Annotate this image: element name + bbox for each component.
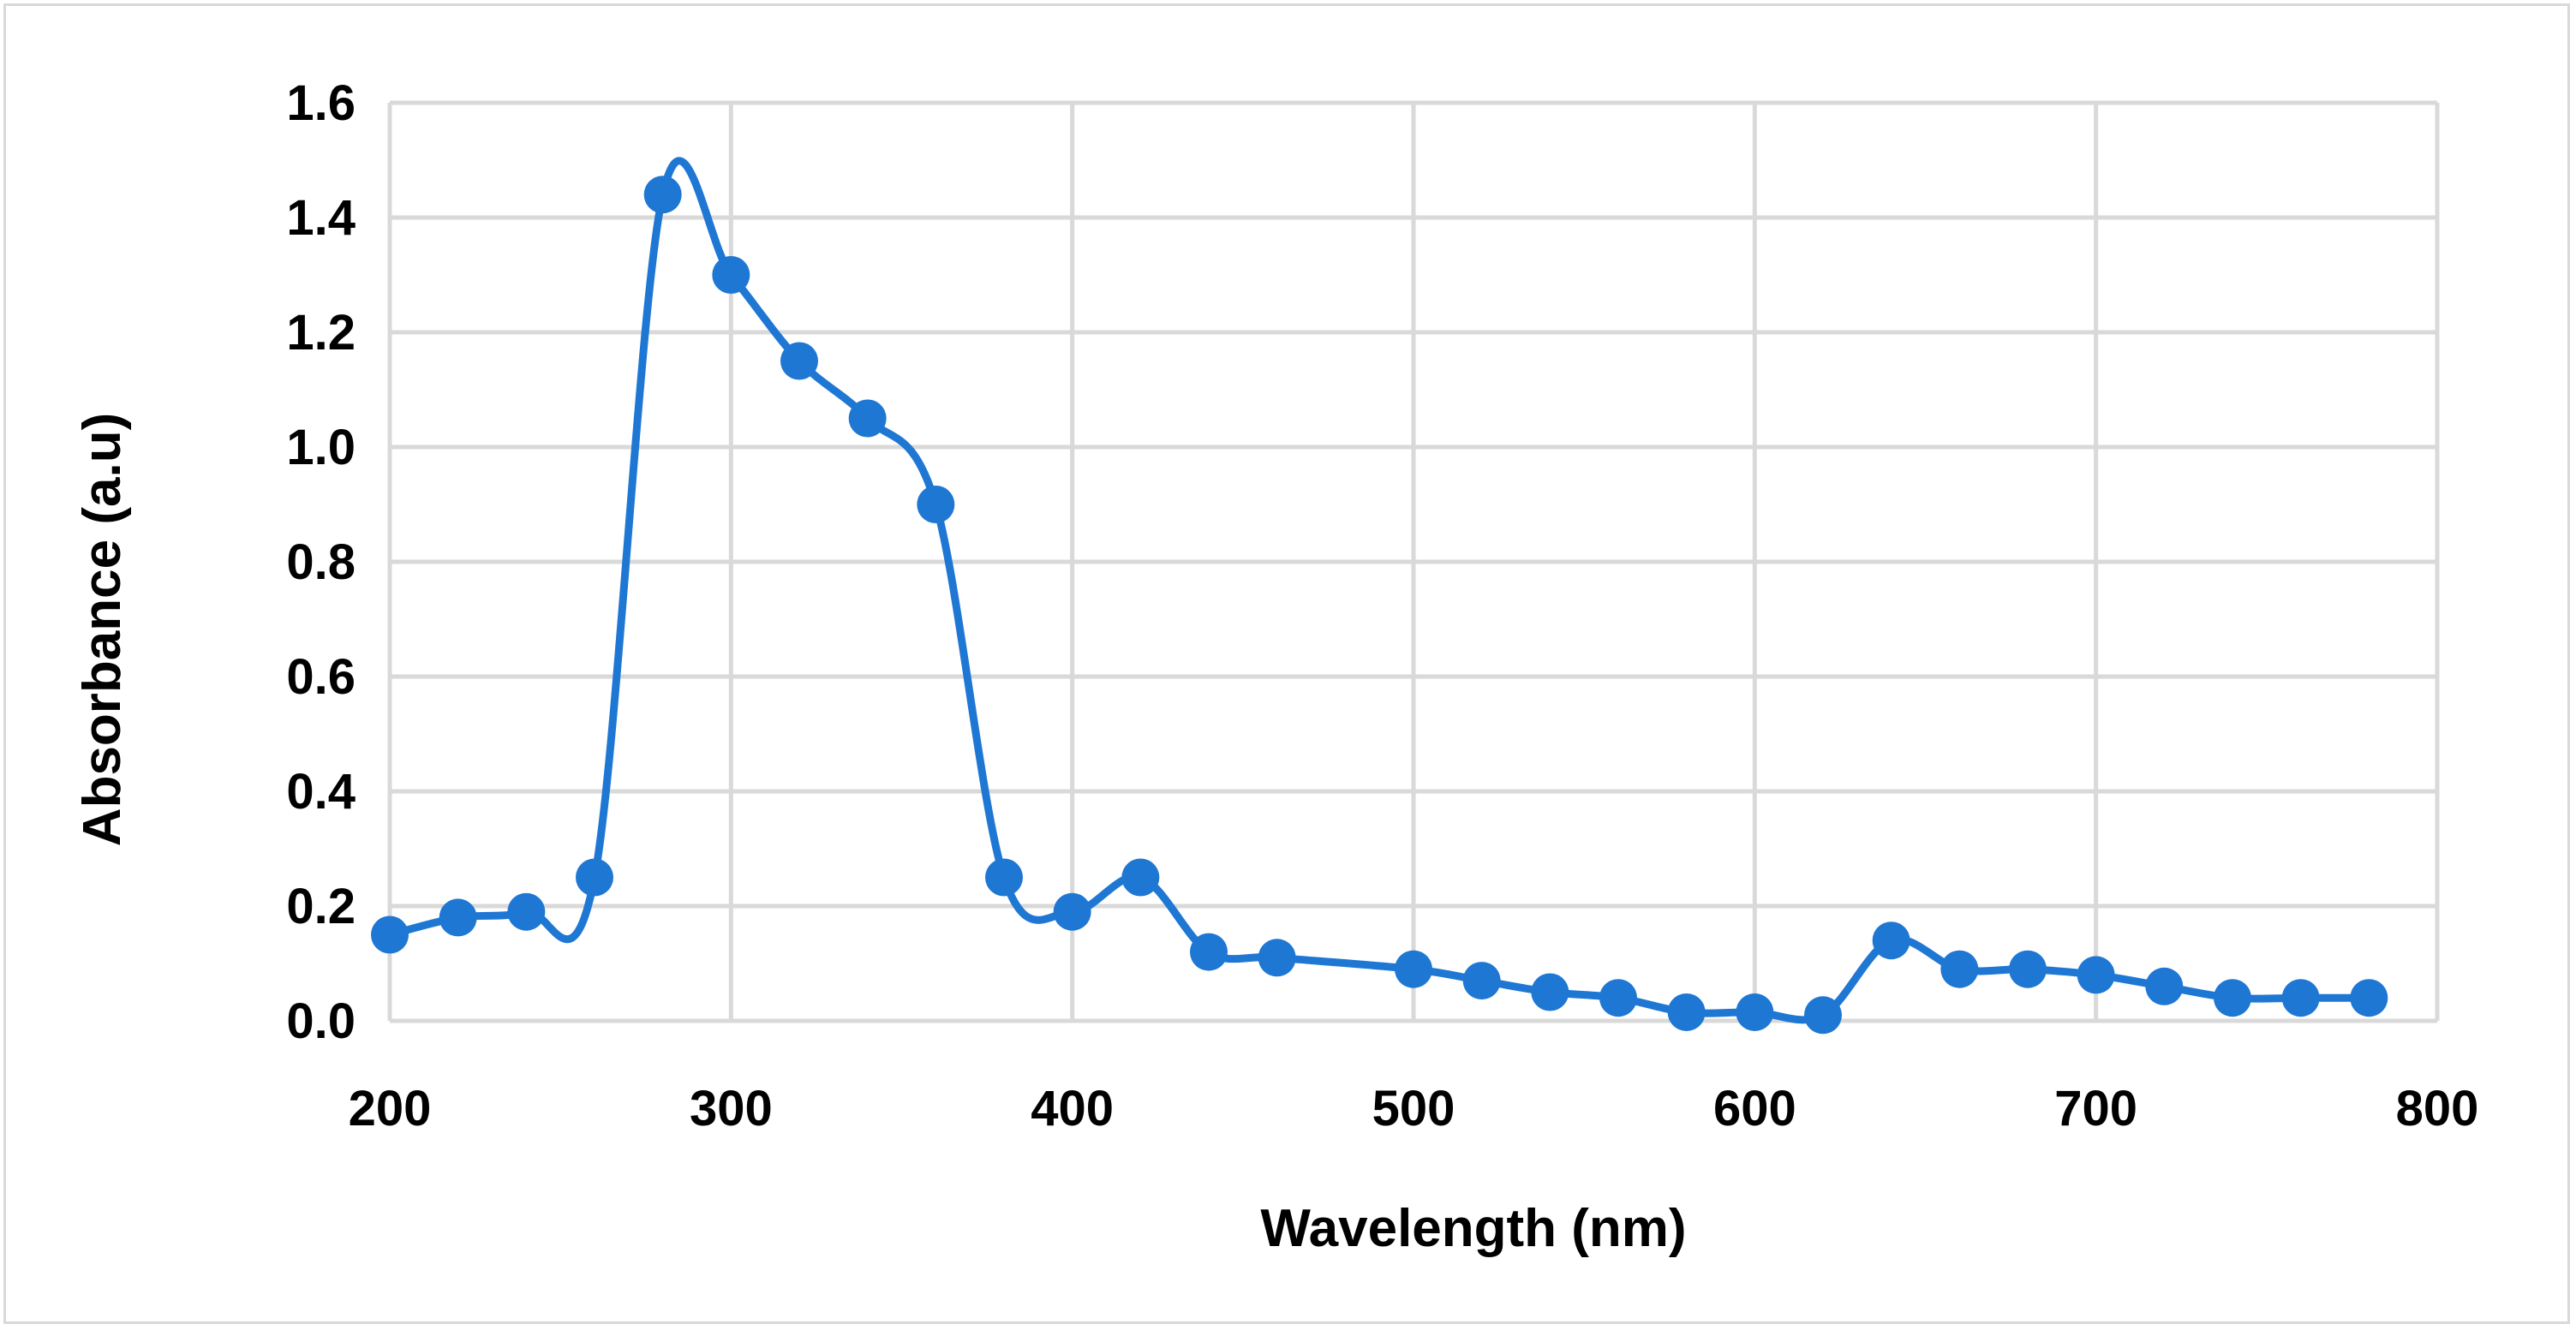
data-point (643, 176, 682, 214)
data-point (1395, 950, 1432, 988)
y-tick-label: 0.0 (286, 993, 356, 1049)
data-point (576, 858, 613, 897)
y-tick-label: 1.0 (286, 420, 356, 475)
data-point (2281, 979, 2320, 1017)
data-point (1599, 979, 1637, 1017)
data-point (439, 898, 477, 937)
data-point (1190, 933, 1228, 971)
y-axis-title: Absorbance (a.u) (73, 413, 132, 846)
chart-area (3, 3, 2570, 1324)
y-tick-label: 0.4 (286, 764, 356, 820)
data-point (780, 342, 818, 380)
data-point (917, 486, 955, 523)
data-point (2009, 950, 2047, 988)
data-point (1736, 993, 1774, 1031)
data-point (507, 892, 546, 931)
y-tick-label: 0.2 (286, 879, 356, 934)
x-tick-label: 800 (2396, 1081, 2479, 1136)
series-layer (371, 157, 2388, 1035)
x-axis-title: Wavelength (nm) (1260, 1199, 1686, 1258)
data-point (371, 915, 409, 954)
y-tick-label: 0.6 (286, 649, 356, 705)
data-point (985, 858, 1023, 897)
x-tick-label: 600 (1713, 1081, 1796, 1136)
x-tick-label: 700 (2054, 1081, 2137, 1136)
data-point (2214, 979, 2251, 1017)
x-tick-label: 500 (1372, 1081, 1455, 1136)
data-point (2350, 979, 2388, 1017)
data-point (712, 256, 750, 294)
y-tick-label: 1.4 (286, 190, 356, 246)
data-point (1872, 921, 1910, 960)
x-tick-label: 400 (1031, 1081, 1114, 1136)
x-axis-ticks: 200 300 400 500 600 700 800 (349, 1081, 2479, 1136)
data-point (1804, 996, 1842, 1035)
y-axis-ticks: 0.0 0.2 0.4 0.6 0.8 1.0 1.2 1.4 1.6 (286, 75, 356, 1049)
data-point (1940, 950, 1979, 988)
x-tick-label: 300 (690, 1081, 773, 1136)
y-tick-label: 1.6 (286, 75, 356, 131)
data-point (1121, 858, 1160, 897)
data-point (1667, 993, 1706, 1031)
grid (387, 100, 2440, 1023)
data-point (848, 399, 887, 438)
x-tick-label: 200 (349, 1081, 432, 1136)
y-tick-label: 1.2 (286, 305, 356, 361)
data-point (2077, 956, 2115, 994)
data-point (1531, 973, 1569, 1011)
series-line (388, 157, 2370, 1024)
data-point (1053, 892, 1091, 931)
data-point (2145, 967, 2184, 1005)
y-tick-label: 0.8 (286, 534, 356, 590)
data-point (1462, 962, 1501, 1000)
data-point (1258, 939, 1296, 977)
